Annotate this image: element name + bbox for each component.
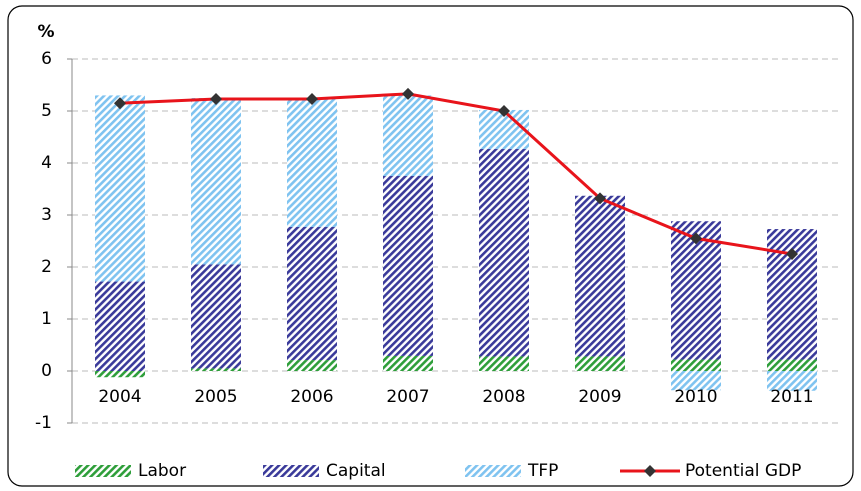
bar-segment bbox=[287, 360, 337, 371]
y-tick-label: 6 bbox=[41, 49, 52, 69]
x-tick-label: 2010 bbox=[674, 387, 717, 407]
bar-segment bbox=[95, 95, 145, 282]
marker bbox=[498, 105, 510, 117]
y-tick-label: 4 bbox=[41, 153, 52, 173]
legend-label: Labor bbox=[138, 461, 186, 481]
y-tick-label: 3 bbox=[41, 205, 52, 225]
bar-segment bbox=[383, 355, 433, 371]
x-tick-label: 2005 bbox=[194, 387, 237, 407]
legend-label: Capital bbox=[326, 461, 386, 481]
x-tick-label: 2009 bbox=[578, 387, 621, 407]
x-tick-label: 2008 bbox=[482, 387, 525, 407]
bar-segment bbox=[767, 359, 817, 371]
bar-segment bbox=[95, 281, 145, 371]
x-tick-label: 2011 bbox=[770, 387, 813, 407]
bar-segment bbox=[383, 95, 433, 176]
bar-segment bbox=[671, 371, 721, 391]
y-tick-label: 1 bbox=[41, 309, 52, 329]
bar-segment bbox=[479, 356, 529, 371]
legend-label: TFP bbox=[527, 461, 558, 481]
bar-segment bbox=[671, 359, 721, 371]
bar-segment bbox=[191, 98, 241, 265]
y-tick-label: -1 bbox=[35, 413, 52, 433]
marker bbox=[114, 97, 126, 110]
legend-marker bbox=[644, 465, 656, 477]
bar-segment bbox=[191, 264, 241, 369]
x-tick-label: 2004 bbox=[98, 387, 141, 407]
bar-segment bbox=[191, 368, 241, 371]
bar-segment bbox=[383, 176, 433, 356]
y-tick-label: 2 bbox=[41, 257, 52, 277]
bar-segment bbox=[575, 356, 625, 371]
y-axis-label: % bbox=[37, 22, 54, 42]
marker bbox=[690, 232, 702, 245]
marker bbox=[306, 93, 318, 106]
y-tick-label: 0 bbox=[41, 361, 52, 381]
bar-segment bbox=[95, 371, 145, 378]
y-tick-label: 5 bbox=[41, 101, 52, 121]
marker bbox=[594, 192, 606, 205]
legend-swatch bbox=[263, 465, 319, 477]
line bbox=[119, 92, 793, 256]
marker bbox=[402, 87, 414, 100]
legend-swatch bbox=[465, 465, 521, 477]
legend-swatch bbox=[75, 465, 131, 477]
bar-segment bbox=[767, 371, 817, 391]
bar-segment bbox=[575, 195, 625, 357]
x-tick-label: 2007 bbox=[386, 387, 429, 407]
marker bbox=[786, 248, 798, 260]
bar-segment bbox=[287, 98, 337, 227]
marker bbox=[210, 93, 222, 106]
legend-label: Potential GDP bbox=[685, 461, 801, 481]
x-tick-label: 2006 bbox=[290, 387, 333, 407]
bar-segment bbox=[287, 226, 337, 361]
bar-segment bbox=[479, 148, 529, 357]
